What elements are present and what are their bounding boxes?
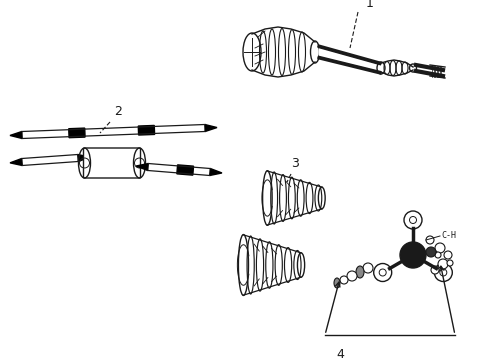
Circle shape bbox=[426, 236, 434, 244]
Polygon shape bbox=[138, 125, 155, 135]
Circle shape bbox=[347, 271, 357, 281]
Polygon shape bbox=[10, 131, 22, 139]
Circle shape bbox=[426, 247, 436, 257]
Circle shape bbox=[340, 276, 348, 284]
Circle shape bbox=[410, 216, 416, 224]
Text: 4: 4 bbox=[336, 348, 344, 360]
Circle shape bbox=[435, 243, 445, 253]
Polygon shape bbox=[10, 158, 22, 166]
Text: 2: 2 bbox=[114, 105, 122, 118]
Circle shape bbox=[440, 269, 447, 276]
Polygon shape bbox=[69, 128, 85, 138]
Polygon shape bbox=[136, 163, 148, 171]
Circle shape bbox=[400, 242, 426, 268]
Circle shape bbox=[447, 260, 453, 266]
Circle shape bbox=[363, 263, 373, 273]
Circle shape bbox=[431, 266, 439, 274]
Polygon shape bbox=[319, 47, 380, 72]
Polygon shape bbox=[205, 125, 217, 131]
Circle shape bbox=[379, 269, 386, 276]
Ellipse shape bbox=[334, 278, 340, 288]
Circle shape bbox=[435, 252, 441, 258]
Circle shape bbox=[434, 264, 452, 282]
Circle shape bbox=[374, 264, 392, 282]
Circle shape bbox=[444, 251, 452, 259]
Text: 1: 1 bbox=[366, 0, 374, 10]
Text: 3: 3 bbox=[291, 157, 299, 170]
Circle shape bbox=[404, 211, 422, 229]
Polygon shape bbox=[210, 168, 222, 175]
Circle shape bbox=[438, 259, 448, 269]
Polygon shape bbox=[78, 154, 90, 162]
Text: C-H: C-H bbox=[441, 230, 456, 239]
FancyBboxPatch shape bbox=[83, 148, 141, 178]
Ellipse shape bbox=[356, 266, 364, 278]
Polygon shape bbox=[177, 165, 194, 175]
